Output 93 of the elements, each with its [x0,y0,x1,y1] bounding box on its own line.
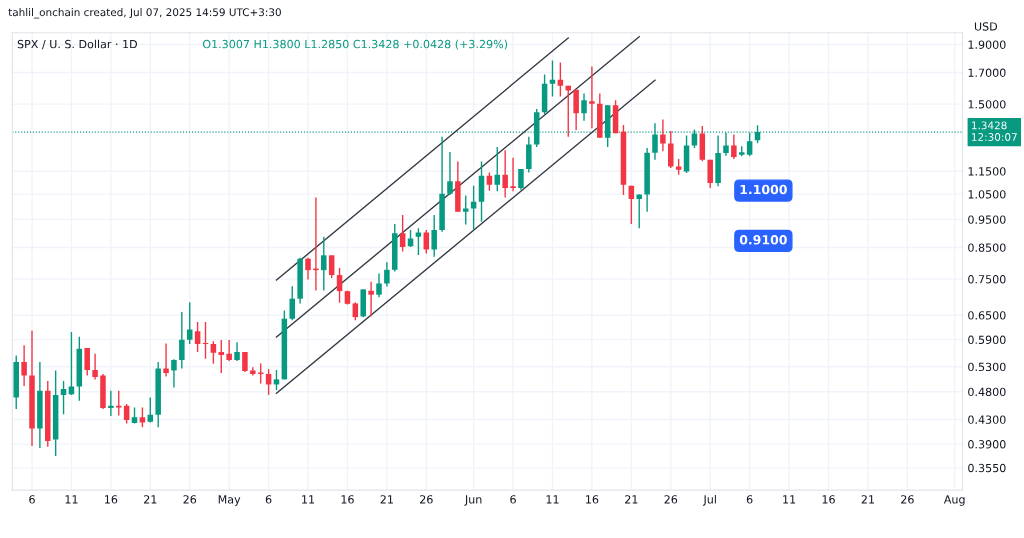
candlestick [163,342,169,378]
candlestick [723,132,729,157]
candlestick [147,396,154,424]
candlestick [557,61,564,98]
candlestick [581,92,587,122]
y-tick-label: 1.0500 [968,190,1006,199]
x-tick-label: Aug [943,495,965,506]
x-tick-label: 16 [341,495,354,504]
y-tick-label: 0.8500 [968,243,1006,252]
candlestick [60,380,67,415]
x-tick-label: 21 [144,495,157,504]
candlestick [92,353,98,381]
candlestick [668,130,674,169]
x-tick-label: Jul [702,494,716,506]
candlestick [431,214,437,258]
candlestick [226,339,232,362]
x-tick-label: 6 [29,495,35,504]
candlestick [589,65,595,130]
y-tick-label: 1.5000 [968,100,1006,109]
y-tick-label: 0.9500 [968,215,1006,224]
text: SPX / U. S. Dollar · 1D [17,39,137,50]
x-tick-label: 26 [183,495,197,504]
x-tick-label: May [218,495,241,506]
x-tick-label: 11 [65,495,78,504]
candlestick [486,171,493,192]
y-tick-label: 0.4300 [968,415,1006,424]
x-tick-label: 26 [901,495,914,504]
x-tick-label: 16 [822,495,835,504]
candlestick [746,132,753,157]
annotation: 1.1000 [740,184,787,195]
y-tick-label: 0.5300 [968,362,1006,372]
candlestick [321,236,327,292]
annotation: 0.9100 [739,235,787,245]
candlestick [171,358,177,389]
x-tick-label: 21 [380,495,393,504]
ref-line-label: 1.3428 12:30:07 [972,121,1017,141]
y-tick-label: 0.3550 [968,463,1006,473]
x-tick-label: 11 [783,495,796,504]
candlestick [194,321,201,353]
candlestick [21,344,27,387]
candlestick [494,146,501,192]
candlestick [250,366,256,377]
candlestick [573,89,579,131]
candlestick [518,168,524,191]
x-tick-label: 16 [586,495,599,504]
candlestick [384,261,390,288]
x-tick-label: 26 [420,495,433,504]
candlestick [423,229,430,255]
candlestick [399,214,406,253]
candlestick [565,84,572,138]
candlestick [502,149,508,199]
candlestick [731,133,737,160]
text: tahlil_onchain created, Jul 07, 2025 14:59 UTC+3:30 [8,8,281,19]
y-tick-label: 0.5900 [968,335,1006,345]
candlestick [210,340,217,365]
x-tick-label: 6 [265,495,272,504]
y-tick-label: 0.3900 [968,440,1006,449]
text: O1.3007 H1.3800 L1.2850 C1.3428 +0.0428 (+3.29%) [202,39,508,50]
candlestick [328,254,335,279]
y-tick-label: 1.1500 [968,167,1006,176]
candlestick [470,184,477,231]
candlestick [84,347,90,377]
y-axis-title: USD [974,22,998,31]
candlestick [289,285,295,321]
candlestick [305,257,311,281]
candlestick [660,118,666,152]
candlestick [202,321,209,360]
candlestick [234,341,240,362]
candlestick [549,59,556,98]
candlestick [447,151,453,196]
x-tick-label: 6 [746,495,753,504]
y-tick-label: 1.7000 [968,68,1006,77]
x-tick-label: 21 [625,495,638,504]
candlestick [707,158,713,189]
candlestick [376,272,382,298]
x-tick-label: 11 [546,495,559,504]
candlestick [179,311,185,370]
x-tick-label: 26 [664,495,678,504]
candlestick [108,389,114,417]
x-tick-label: 6 [510,495,516,504]
x-tick-label: Jun [464,495,482,506]
x-tick-label: 21 [861,495,874,504]
y-tick-label: 0.4800 [968,387,1006,397]
y-tick-label: 1.9000 [968,40,1006,49]
candlestick [257,362,264,385]
candlestick [510,157,516,192]
x-tick-label: 11 [302,495,315,504]
y-tick-label: 0.6500 [968,311,1006,320]
x-tick-label: 16 [105,495,118,504]
candlestick [368,281,374,318]
y-tick-label: 0.7500 [968,275,1006,284]
candlestick [336,267,343,304]
candlestick [636,193,642,230]
